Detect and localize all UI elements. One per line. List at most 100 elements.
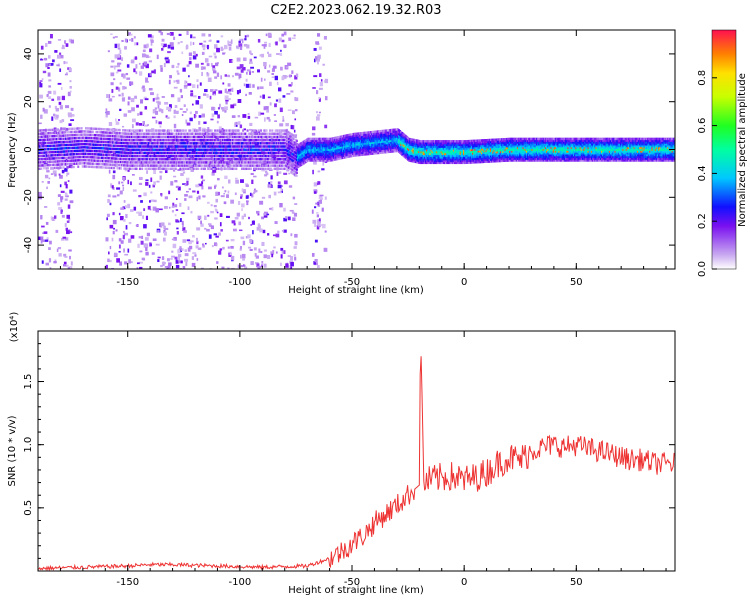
spectrogram-cell [160,67,163,72]
spectrogram-cell [116,141,119,144]
spectrogram-cell [353,140,356,143]
spectrogram-cell [220,164,223,167]
spectrogram-cell [105,160,108,163]
spectrogram-cell [275,233,280,238]
spectrogram-cell [38,154,40,158]
spectrogram-cell [68,113,73,118]
spectrogram-cell [120,207,124,210]
spectrogram-cell [154,132,157,135]
spectrogram-cell [250,172,254,175]
spectrogram-cell [280,151,283,155]
spectrogram-cell [115,86,119,90]
spectrogram-cell [338,157,341,160]
spectrogram-cell [51,154,54,157]
spectrogram-cell [288,37,292,41]
spectrogram-cell [257,135,260,139]
spectrogram-cell [156,132,159,135]
spectrogram-cell [62,128,65,131]
spectrogram-cell [349,147,352,151]
spectrogram-cell [65,72,68,75]
spectrogram-cell [315,90,319,95]
spectrogram-cell [113,154,116,157]
spectrogram-cell [350,142,353,145]
spectrogram-cell [173,151,176,155]
spectrogram-cell [147,145,150,148]
spectrogram-cell [183,138,186,142]
spectrogram-cell [246,158,249,161]
spectrogram-cell [85,146,88,149]
spectrogram-cell [65,43,69,47]
spectrogram-cell [116,194,120,197]
spectrogram-cell [149,145,152,148]
spectrogram-cell [324,78,329,84]
spectrogram-cell [138,123,143,126]
spectrogram-cell [196,132,199,135]
spectrogram-cell [114,150,117,154]
spectrogram-cell [166,32,171,36]
spectrogram-cell [38,161,40,164]
spectrogram-cell [219,158,222,161]
spectrogram-cell [330,137,333,140]
spectrogram-cell [120,154,123,157]
spectrogram-cell [118,148,121,151]
spectrogram-cell [191,145,194,148]
spectrogram-cell [262,229,266,234]
spectrogram-cell [263,129,266,132]
spectrogram-cell [186,154,189,158]
spectrogram-cell [129,135,132,139]
spectrogram-cell [155,208,159,213]
spectrogram-cell [320,79,323,82]
spectrogram-cell [263,151,266,155]
spectrogram-cell [120,160,123,164]
spectrogram-cell [136,143,140,147]
spectrogram-cell [285,130,288,133]
spectrogram-cell [90,130,93,133]
spectrogram-cell [240,254,242,259]
spectrogram-cell [79,152,82,156]
spectrogram-cell [127,135,130,139]
spectrogram-cell [292,134,295,137]
spectrogram-cell [63,134,66,137]
spectrogram-cell [145,215,149,220]
spectrogram-cell [298,161,301,164]
spectrogram-cell [142,120,145,125]
spectrogram-cell [272,132,275,135]
spectrogram-cell [178,161,181,164]
spectrogram-cell [334,136,337,140]
spectrogram-cell [70,39,75,44]
spectrogram-cell [175,264,180,269]
spectrogram-cell [215,135,218,139]
spectrogram-cell [282,151,286,157]
spectrogram-cell [44,148,47,151]
spectrogram-cell [183,104,186,108]
spectrogram-cell [39,161,42,164]
spectrogram-cell [331,156,334,160]
spectrogram-cell [59,105,63,110]
spectrogram-cell [229,167,232,171]
spectrogram-cell [338,143,341,146]
spectrogram-cell [258,132,261,135]
spectrogram-cell [87,152,90,156]
spectrogram-cell [40,151,43,154]
spectrogram-cell [277,148,280,151]
spectrogram-cell [279,107,283,113]
spectrogram-cell [133,158,136,161]
spectrogram-cell [196,151,199,155]
spectrogram-cell [200,164,203,167]
spectrogram-cell [164,57,169,60]
spectrogram-cell [39,145,42,148]
spectrogram-cell [297,153,300,156]
spectrogram-cell [201,164,204,167]
spectrogram-cell [287,109,292,111]
spectrogram-cell [281,148,284,151]
spectrogram-cell [43,57,48,61]
spectrogram-cell [243,191,246,194]
spectrogram-cell [211,148,214,151]
spectrogram-cell [336,154,339,157]
spectrogram-cell [174,161,177,164]
spectrogram-cell [334,156,337,159]
spectrogram-cell [108,144,111,147]
spectrogram-cell [330,142,333,146]
spectrogram-cell [62,159,65,163]
spectrogram-cell [322,143,325,146]
